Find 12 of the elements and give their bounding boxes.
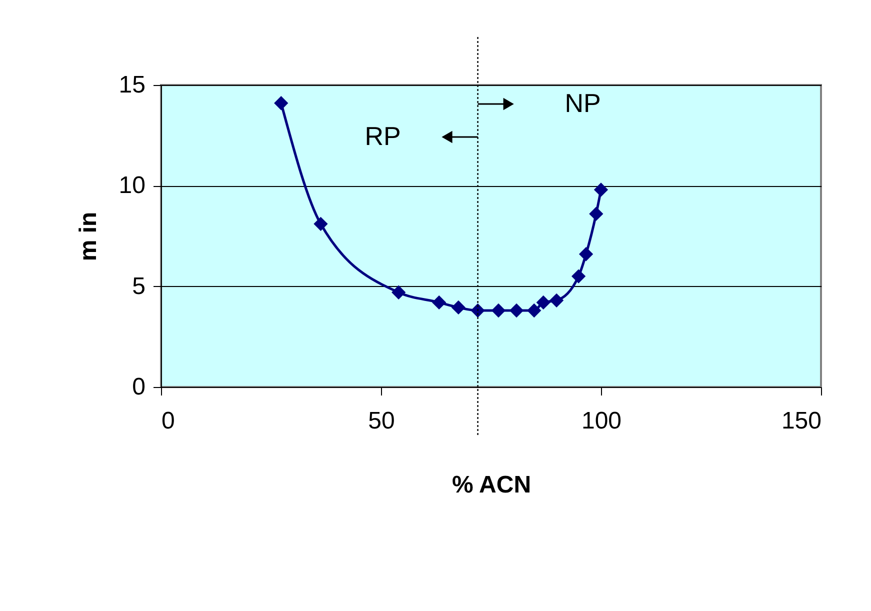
x-tick-label: 100 [581,408,622,434]
y-tick-label: 5 [132,272,146,300]
y-axis-title: m in [74,212,102,262]
x-tick-label: 0 [162,408,175,434]
y-tick-label: 0 [132,374,146,400]
y-tick-label: 10 [118,172,146,200]
annotation: RP [364,121,401,151]
x-tick-label: 150 [781,408,822,434]
x-tick-label: 50 [368,408,395,434]
y-tick-label: 15 [118,72,146,98]
annotation: NP [564,88,601,118]
x-axis-title: % ACN [452,472,532,498]
